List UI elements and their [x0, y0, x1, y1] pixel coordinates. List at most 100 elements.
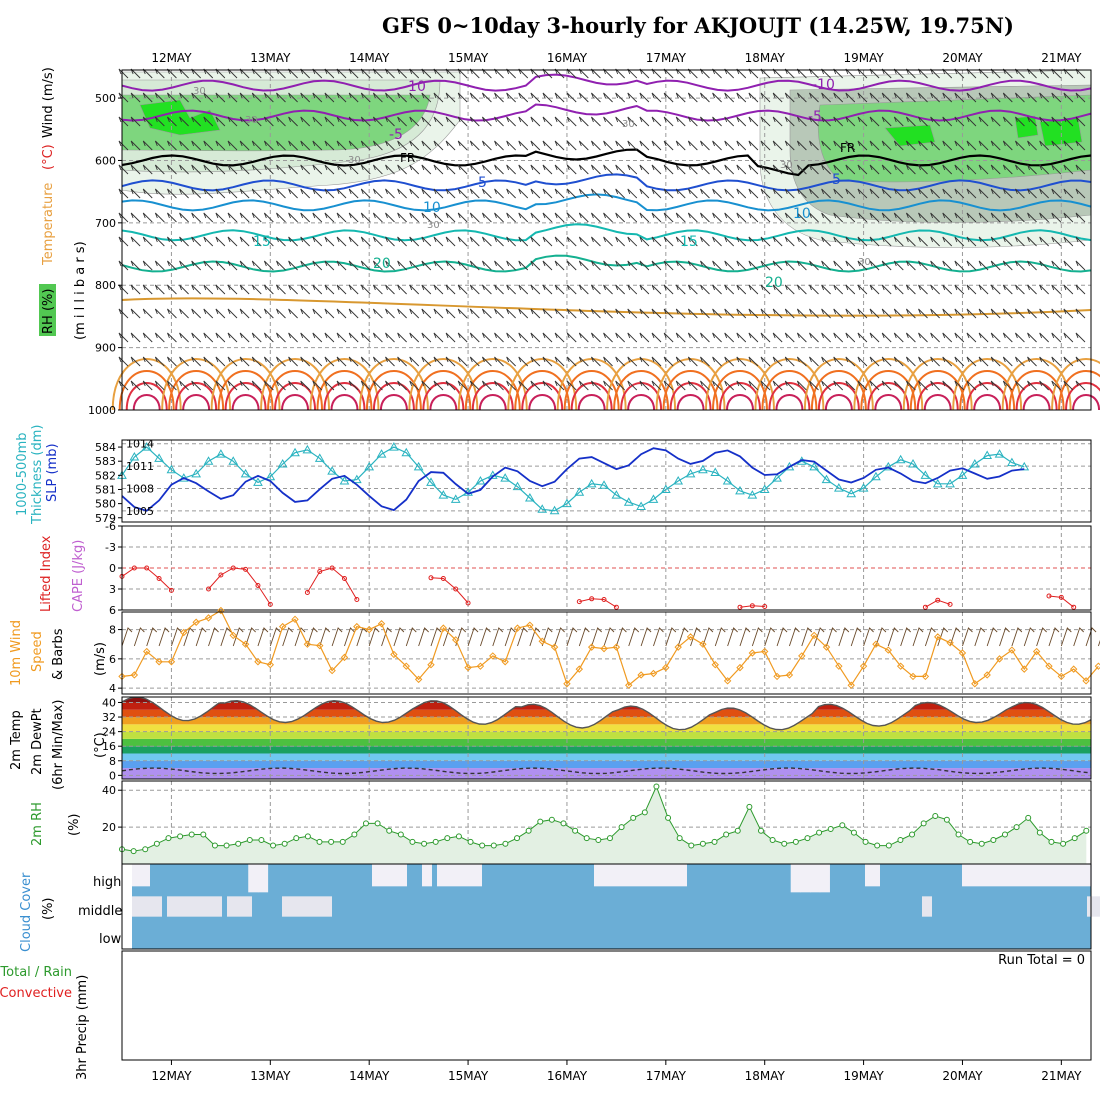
wind-barb [336, 284, 347, 295]
wind-barb [639, 284, 650, 295]
isotherm-line [121, 193, 1092, 212]
wind-barb [130, 92, 141, 103]
wind-barb [966, 140, 977, 151]
thickness-point [500, 473, 511, 482]
wind-barb [1051, 236, 1062, 247]
thickness-point [154, 453, 164, 462]
wind-barb [409, 380, 420, 391]
wind-barb [700, 212, 710, 223]
wind-barb [554, 284, 565, 295]
rh2m-point [978, 840, 985, 847]
wind-barb [1075, 92, 1086, 103]
wind-barb [748, 68, 759, 79]
wind-barb [312, 212, 323, 223]
wind-barb [300, 308, 311, 319]
wind-barb [966, 212, 977, 223]
wind-barb [881, 68, 892, 79]
wind-barb [154, 236, 165, 247]
wind-barb [142, 188, 153, 199]
wind-barb [700, 236, 710, 247]
wind-barb [457, 380, 468, 391]
wind-barb [360, 68, 371, 79]
cloud-high-clear-cell [800, 864, 811, 893]
lifted-index-point [947, 601, 953, 607]
wind-barb [154, 116, 165, 127]
wind-barb [215, 116, 226, 127]
surface-isotherm [620, 382, 663, 411]
wind-barb [918, 332, 928, 343]
wind10m-barb [887, 627, 899, 647]
wind-barb [1051, 68, 1062, 79]
wind-barb [118, 212, 129, 223]
wind10m-barb [665, 627, 677, 647]
wind-barb [530, 308, 541, 319]
wind-barb [142, 380, 153, 391]
wind-barb [1075, 380, 1086, 391]
wind-barb [615, 380, 625, 391]
wind-barb [700, 260, 710, 271]
wind-barb [1063, 188, 1074, 199]
thickness-point [216, 449, 226, 458]
wind-barb [881, 116, 892, 127]
wind-barb [1075, 236, 1086, 247]
wind-barb [530, 284, 541, 295]
wind10m-speed-point [773, 672, 781, 681]
wind10m-speed-point [563, 680, 571, 688]
wind-barb [833, 92, 844, 103]
isotherm-label-15: 15 [253, 234, 271, 250]
wind-barb [627, 380, 638, 391]
wind10m-speed-point [278, 622, 287, 631]
wind-barb [542, 212, 553, 223]
wind-barb [276, 116, 286, 127]
wind-barb [1051, 380, 1062, 391]
wind-barb [372, 284, 383, 295]
wind-barb [130, 380, 141, 391]
wind-barb [372, 140, 383, 151]
wind-barb [760, 68, 771, 79]
wind10m-speed-point [711, 661, 719, 669]
rh2m-point [258, 837, 265, 844]
wind-barb [615, 164, 625, 175]
wind-barb [857, 140, 868, 151]
rh-label: 30 [348, 155, 361, 166]
wind-barb [203, 260, 214, 271]
wind-barb [821, 164, 831, 175]
surface-isotherm [1065, 382, 1100, 411]
cloud-cover-panel: high middle low Cloud Cover (%) [19, 863, 1100, 952]
thickness-point [364, 461, 375, 471]
temp2m-color-bands [122, 697, 1091, 779]
wind-barb [118, 188, 129, 199]
wind-barb [942, 164, 953, 175]
wind10m-barb [418, 627, 429, 647]
isotherm-label-20: 20 [373, 256, 391, 272]
lifted-index-series [119, 565, 1077, 610]
wind-barb [385, 308, 395, 319]
wind-barb [578, 236, 589, 247]
rh2m-point [467, 838, 474, 845]
y-tick-label: 6 [109, 653, 116, 666]
wind-barb [821, 284, 831, 295]
wind-barb [397, 116, 407, 127]
wind-barb [663, 92, 674, 103]
wind-barb [615, 236, 625, 247]
wind-barb [603, 164, 613, 175]
wind10m-speed-point [971, 680, 979, 688]
wind-barb [978, 332, 989, 343]
wind-barb [142, 284, 153, 295]
wind10m-speed-point [192, 618, 200, 626]
rh2m-point [293, 835, 300, 842]
isotherm-label-minus5: -5 [808, 109, 822, 125]
wind-barb [591, 140, 601, 151]
wind-barb [760, 308, 771, 319]
wind-barb [1039, 188, 1049, 199]
wind-barb [130, 212, 141, 223]
rh2m-area [122, 786, 1087, 864]
wind-barb [167, 212, 177, 223]
wind-barb [1027, 308, 1037, 319]
rh2m-point [630, 814, 637, 821]
wind10m-barb [442, 627, 454, 647]
wind-barb [1027, 188, 1037, 199]
wind-barb [578, 332, 589, 343]
rh2m-unit-label: (%) [67, 814, 82, 837]
